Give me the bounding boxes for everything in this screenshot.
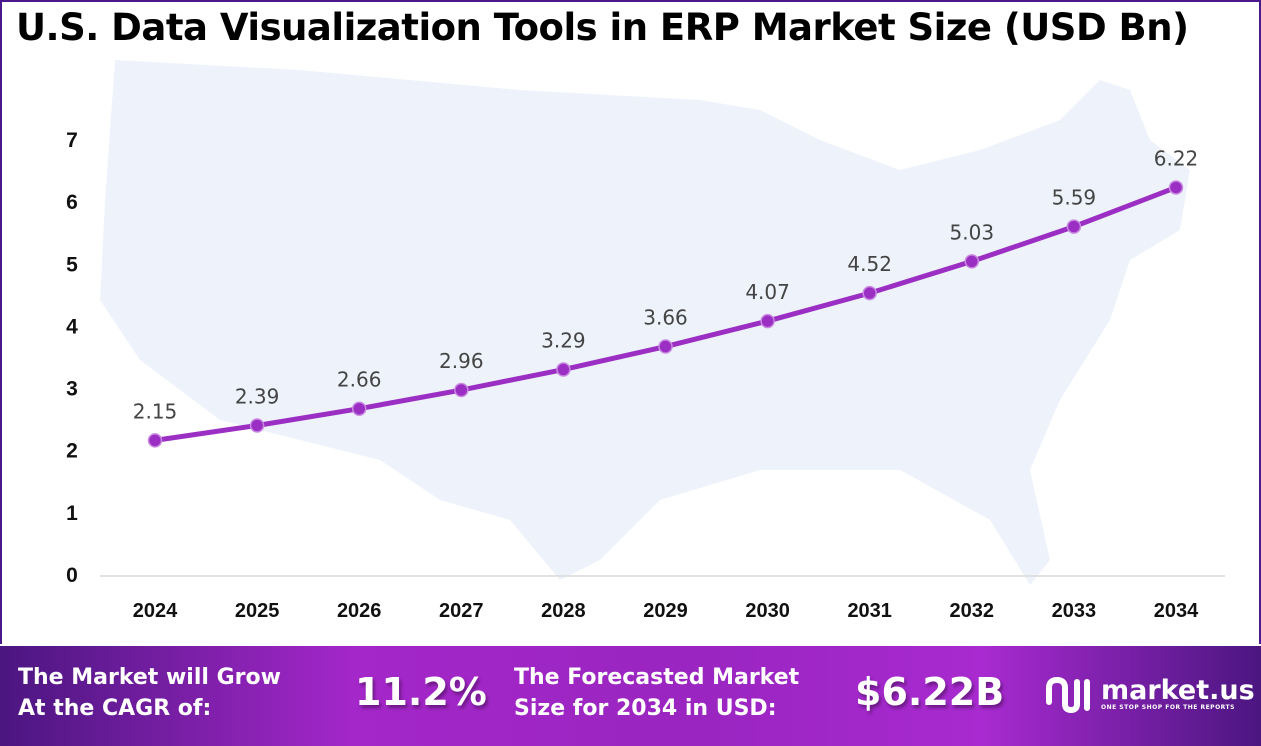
data-point — [964, 254, 980, 269]
brand-name: market.us — [1101, 674, 1255, 706]
data-label: 3.66 — [643, 306, 688, 330]
x-tick-label: 2031 — [847, 600, 892, 622]
data-label: 2.66 — [337, 368, 382, 392]
data-point — [147, 433, 163, 448]
line-chart: 0 1 2 3 4 5 6 7 2024 2025 2026 2027 2028 2029 2030 2031… — [66, 60, 1225, 622]
x-tick-label: 2034 — [1154, 600, 1199, 622]
footer-banner: The Market will Grow At the CAGR of: 11.… — [0, 646, 1261, 746]
x-tick-label: 2030 — [745, 600, 790, 622]
data-label: 2.39 — [235, 384, 280, 408]
data-point — [862, 285, 877, 301]
data-label: 6.22 — [1154, 146, 1199, 170]
data-point — [249, 418, 265, 433]
data-label: 4.07 — [745, 280, 790, 304]
x-tick-label: 2028 — [541, 600, 586, 622]
cagr-label-line2: At the CAGR of: — [18, 696, 212, 721]
y-tick-label: 4 — [66, 315, 78, 338]
data-label: 5.59 — [1052, 186, 1097, 210]
data-label: 4.52 — [847, 252, 892, 276]
data-label: 2.15 — [133, 399, 178, 423]
data-point — [454, 382, 469, 398]
cagr-label-line1: The Market will Grow — [18, 665, 281, 690]
data-label: 2.96 — [439, 349, 484, 373]
forecast-label: The Forecasted Market Size for 2034 in U… — [514, 662, 799, 724]
y-tick-label: 1 — [66, 502, 78, 525]
y-tick-label: 3 — [66, 378, 78, 401]
us-map-background — [100, 60, 1190, 585]
y-tick-label: 0 — [66, 564, 78, 587]
x-tick-label: 2024 — [133, 600, 178, 622]
x-tick-label: 2025 — [235, 600, 280, 622]
brand-tagline: ONE STOP SHOP FOR THE REPORTS — [1101, 703, 1235, 711]
cagr-label: The Market will Grow At the CAGR of: — [18, 662, 281, 724]
x-tick-label: 2032 — [950, 600, 995, 622]
data-label: 3.29 — [541, 329, 586, 353]
y-tick-label: 7 — [66, 129, 78, 152]
forecast-value: $6.22B — [855, 670, 1005, 714]
forecast-label-line1: The Forecasted Market — [514, 665, 800, 690]
cagr-value: 11.2% — [355, 670, 487, 714]
market-us-logo: market.us ONE STOP SHOP FOR THE REPORTS — [1043, 674, 1255, 714]
data-label: 5.03 — [950, 220, 995, 244]
x-tick-label: 2033 — [1052, 600, 1097, 622]
data-point — [351, 401, 367, 416]
data-point — [556, 362, 571, 377]
y-tick-label: 6 — [66, 191, 78, 214]
data-point — [658, 339, 673, 354]
y-tick-label: 2 — [66, 440, 78, 463]
x-tick-label: 2029 — [643, 600, 688, 622]
chart-title: U.S. Data Visualization Tools in ERP Mar… — [16, 6, 1189, 49]
data-point — [1168, 180, 1184, 195]
x-tick-label: 2027 — [439, 600, 484, 622]
y-tick-label: 5 — [66, 253, 78, 276]
data-point — [1066, 219, 1082, 234]
logo-mark-icon — [1046, 676, 1090, 714]
data-point — [760, 313, 775, 329]
forecast-label-line2: Size for 2034 in USD: — [514, 696, 777, 721]
x-tick-label: 2026 — [337, 600, 382, 622]
